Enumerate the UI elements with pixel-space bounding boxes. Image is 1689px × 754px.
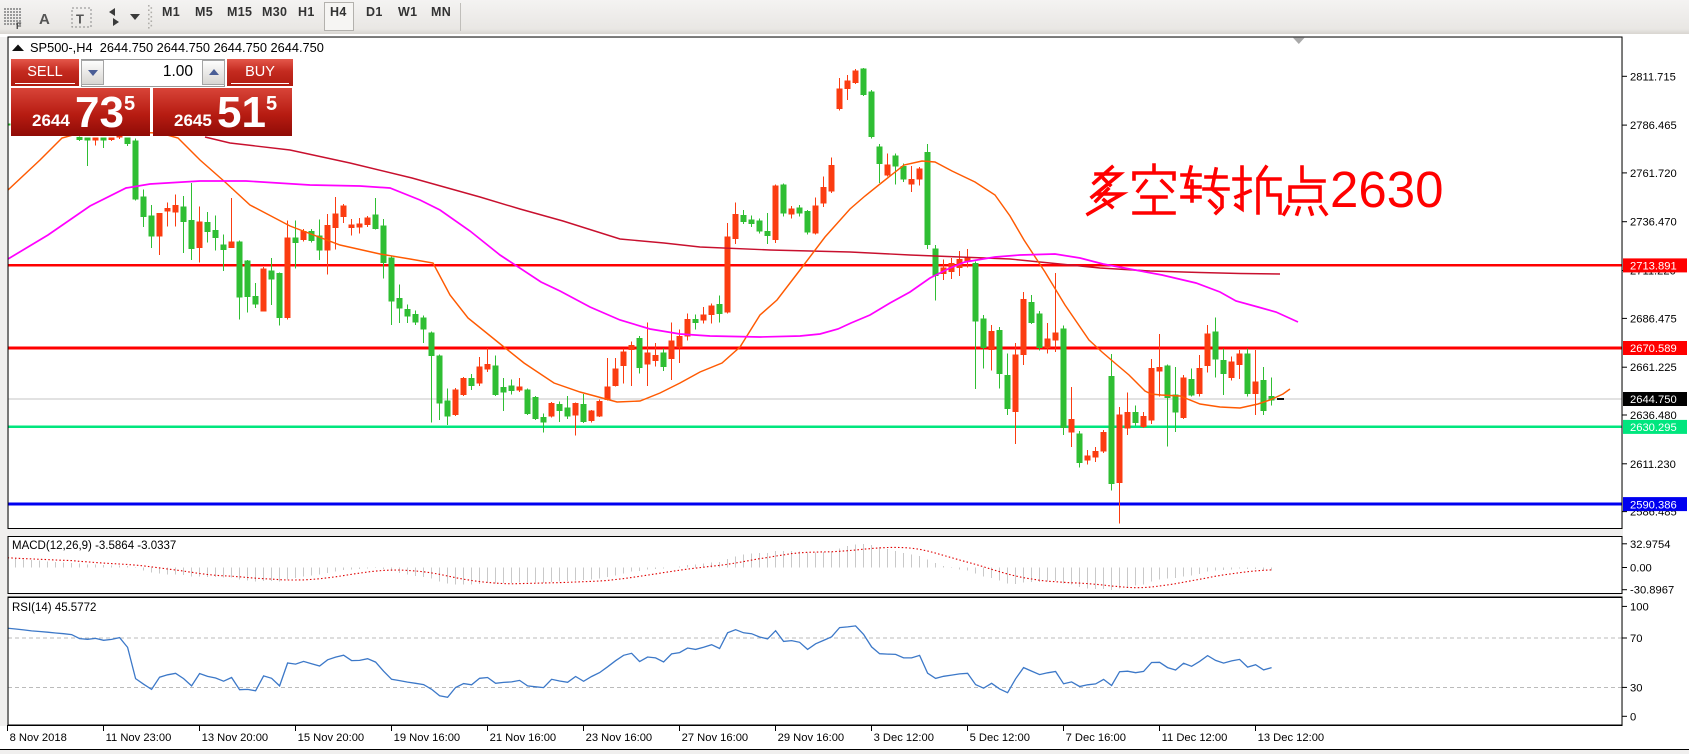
svg-text:T: T bbox=[76, 12, 84, 27]
svg-text:70: 70 bbox=[1630, 633, 1642, 645]
svg-text:7 Dec 16:00: 7 Dec 16:00 bbox=[1066, 732, 1126, 744]
svg-text:2661.225: 2661.225 bbox=[1630, 362, 1677, 374]
svg-text:2644.750: 2644.750 bbox=[1630, 394, 1677, 406]
svg-text:19 Nov 16:00: 19 Nov 16:00 bbox=[394, 732, 461, 744]
svg-text:30: 30 bbox=[1630, 682, 1642, 694]
svg-text:2736.470: 2736.470 bbox=[1630, 217, 1677, 229]
svg-text:11 Dec 12:00: 11 Dec 12:00 bbox=[1162, 732, 1228, 744]
svg-text:11 Nov 23:00: 11 Nov 23:00 bbox=[106, 732, 172, 744]
svg-text:2636.480: 2636.480 bbox=[1630, 410, 1677, 422]
svg-text:29 Nov 16:00: 29 Nov 16:00 bbox=[778, 732, 845, 744]
svg-text:-30.8967: -30.8967 bbox=[1630, 585, 1674, 597]
svg-text:100: 100 bbox=[1630, 601, 1649, 613]
svg-text:0: 0 bbox=[1630, 711, 1636, 723]
svg-text:15 Nov 20:00: 15 Nov 20:00 bbox=[298, 732, 365, 744]
svg-text:3 Dec 12:00: 3 Dec 12:00 bbox=[874, 732, 934, 744]
svg-text:2811.715: 2811.715 bbox=[1630, 71, 1676, 83]
svg-text:13 Nov 20:00: 13 Nov 20:00 bbox=[202, 732, 269, 744]
svg-text:21 Nov 16:00: 21 Nov 16:00 bbox=[490, 732, 557, 744]
svg-text:0.00: 0.00 bbox=[1630, 563, 1652, 575]
svg-text:8 Nov 2018: 8 Nov 2018 bbox=[10, 732, 67, 744]
svg-text:2590.386: 2590.386 bbox=[1630, 499, 1677, 511]
svg-text:2670.589: 2670.589 bbox=[1630, 343, 1677, 355]
svg-text:13 Dec 12:00: 13 Dec 12:00 bbox=[1258, 732, 1325, 744]
svg-text:SP500-,H4 2644.750 2644.750 2: SP500-,H4 2644.750 2644.750 2644.750 264… bbox=[30, 40, 324, 55]
svg-text:A: A bbox=[39, 11, 50, 28]
svg-text:2611.230: 2611.230 bbox=[1630, 459, 1676, 471]
svg-text:2630.295: 2630.295 bbox=[1630, 422, 1677, 434]
svg-text:2713.891: 2713.891 bbox=[1630, 261, 1677, 273]
svg-text:2761.720: 2761.720 bbox=[1630, 168, 1677, 180]
svg-text:2786.465: 2786.465 bbox=[1630, 120, 1677, 132]
svg-text:2686.475: 2686.475 bbox=[1630, 313, 1677, 325]
svg-text:23 Nov 16:00: 23 Nov 16:00 bbox=[586, 732, 653, 744]
svg-text:5 Dec 12:00: 5 Dec 12:00 bbox=[970, 732, 1030, 744]
svg-text:2630: 2630 bbox=[1330, 161, 1443, 218]
svg-text:32.9754: 32.9754 bbox=[1630, 539, 1670, 551]
svg-text:RSI(14) 45.5772: RSI(14) 45.5772 bbox=[12, 602, 96, 614]
svg-text:MACD(12,26,9) -3.5864 -3.0337: MACD(12,26,9) -3.5864 -3.0337 bbox=[12, 540, 176, 552]
svg-text:F: F bbox=[16, 21, 22, 31]
svg-text:27 Nov 16:00: 27 Nov 16:00 bbox=[682, 732, 749, 744]
